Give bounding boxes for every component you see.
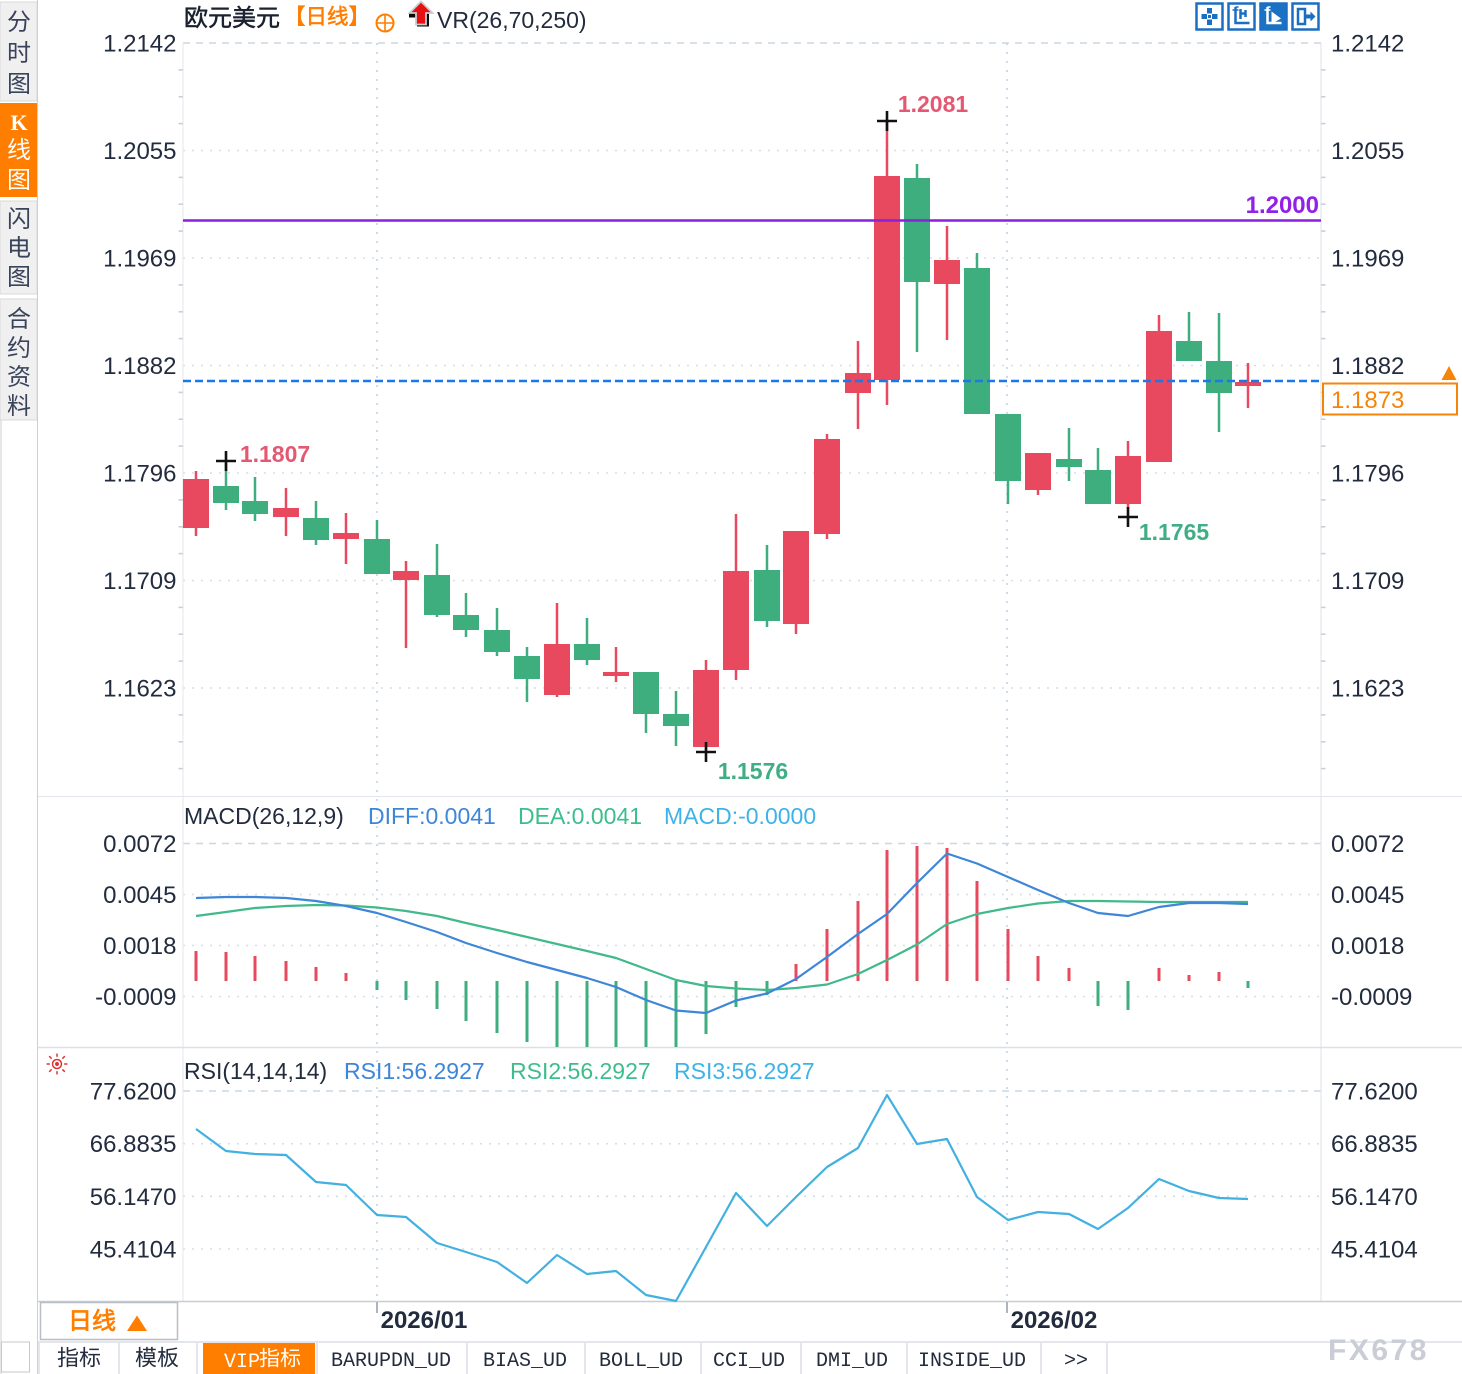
svg-text:1.2142: 1.2142 xyxy=(103,31,176,58)
svg-text:0.0018: 0.0018 xyxy=(103,933,176,960)
svg-text:1.2055: 1.2055 xyxy=(1331,138,1404,165)
svg-text:1.2000: 1.2000 xyxy=(1246,192,1319,219)
svg-text:DIFF:0.0041: DIFF:0.0041 xyxy=(368,803,496,829)
svg-text:56.1470: 56.1470 xyxy=(1331,1184,1418,1211)
svg-text:1.1796: 1.1796 xyxy=(1331,461,1404,488)
svg-text:1.1882: 1.1882 xyxy=(1331,353,1404,380)
svg-text:1.1969: 1.1969 xyxy=(1331,246,1404,273)
svg-text:66.8835: 66.8835 xyxy=(1331,1131,1418,1158)
svg-text:1.1709: 1.1709 xyxy=(103,568,176,595)
svg-text:1.1623: 1.1623 xyxy=(103,676,176,703)
svg-text:66.8835: 66.8835 xyxy=(90,1131,177,1158)
svg-text:1.2055: 1.2055 xyxy=(103,138,176,165)
svg-text:0.0045: 0.0045 xyxy=(1331,882,1404,909)
svg-text:VIP: VIP xyxy=(224,1351,260,1374)
svg-text:56.1470: 56.1470 xyxy=(90,1184,177,1211)
svg-text:DMI_UD: DMI_UD xyxy=(816,1350,888,1373)
svg-text:1.2142: 1.2142 xyxy=(1331,31,1404,58)
svg-text:RSI1:56.2927: RSI1:56.2927 xyxy=(344,1058,485,1084)
svg-text:0.0018: 0.0018 xyxy=(1331,933,1404,960)
svg-text:RSI3:56.2927: RSI3:56.2927 xyxy=(674,1058,815,1084)
svg-text:1.2081: 1.2081 xyxy=(898,91,969,117)
svg-text:1.1882: 1.1882 xyxy=(103,353,176,380)
svg-text:MACD:-0.0000: MACD:-0.0000 xyxy=(664,803,816,829)
svg-text:1.1873: 1.1873 xyxy=(1331,387,1404,414)
svg-text:2026/02: 2026/02 xyxy=(1011,1307,1098,1334)
svg-text:-0.0009: -0.0009 xyxy=(1331,984,1412,1011)
svg-text:RSI2:56.2927: RSI2:56.2927 xyxy=(510,1058,651,1084)
svg-text:0.0072: 0.0072 xyxy=(1331,831,1404,858)
svg-text:1.1765: 1.1765 xyxy=(1139,519,1210,545)
svg-text:45.4104: 45.4104 xyxy=(1331,1237,1418,1264)
svg-text:DEA:0.0041: DEA:0.0041 xyxy=(518,803,642,829)
svg-text:BOLL_UD: BOLL_UD xyxy=(599,1350,683,1373)
svg-text:1.1796: 1.1796 xyxy=(103,461,176,488)
svg-text:BIAS_UD: BIAS_UD xyxy=(483,1350,567,1373)
svg-text:INSIDE_UD: INSIDE_UD xyxy=(918,1350,1026,1373)
svg-text:77.6200: 77.6200 xyxy=(90,1079,177,1106)
svg-text:FX678: FX678 xyxy=(1328,1334,1429,1367)
svg-text:0.0072: 0.0072 xyxy=(103,831,176,858)
svg-text:RSI(14,14,14): RSI(14,14,14) xyxy=(184,1058,327,1084)
svg-text:BARUPDN_UD: BARUPDN_UD xyxy=(331,1350,451,1373)
svg-text:-0.0009: -0.0009 xyxy=(95,984,176,1011)
svg-text:1.1969: 1.1969 xyxy=(103,246,176,273)
svg-text:2026/01: 2026/01 xyxy=(381,1307,468,1334)
svg-text:1.1709: 1.1709 xyxy=(1331,568,1404,595)
svg-text:0.0045: 0.0045 xyxy=(103,882,176,909)
svg-text:1.1576: 1.1576 xyxy=(718,758,788,784)
svg-text:1.1623: 1.1623 xyxy=(1331,676,1404,703)
svg-text:1.1807: 1.1807 xyxy=(240,441,310,467)
svg-text:45.4104: 45.4104 xyxy=(90,1237,177,1264)
svg-text:MACD(26,12,9): MACD(26,12,9) xyxy=(184,803,344,829)
svg-text:>>: >> xyxy=(1064,1350,1088,1373)
svg-text:77.6200: 77.6200 xyxy=(1331,1079,1418,1106)
svg-text:CCI_UD: CCI_UD xyxy=(713,1350,785,1373)
svg-text:VR(26,70,250): VR(26,70,250) xyxy=(437,7,587,33)
svg-text:K: K xyxy=(10,110,27,135)
